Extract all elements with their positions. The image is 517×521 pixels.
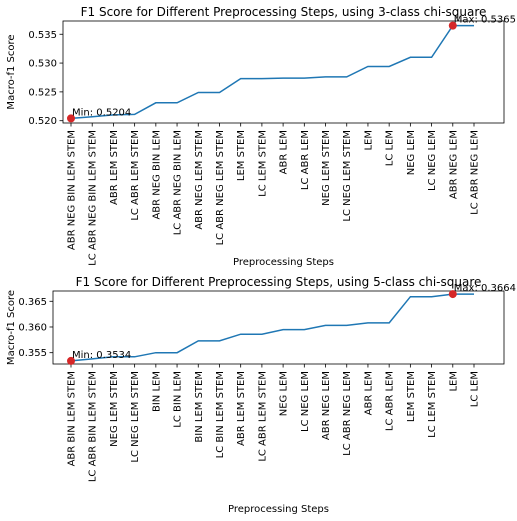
y-tick-label: 0.530 [28,59,57,70]
data-point [219,340,221,342]
x-tick-label: LC LEM [470,371,481,407]
x-tick-label: LC ABR BIN LEM STEM [88,371,99,482]
data-point [410,57,412,59]
data-point [261,333,263,335]
x-tick-label: ABR LEM [363,371,374,415]
data-point [134,356,136,358]
min-annotation: Min: 0.5204 [72,107,131,118]
data-point [388,322,390,324]
y-axis-label: Macro-f1 Score [6,290,17,365]
x-tick-label: LC NEG LEM STEM [130,371,141,463]
data-point [134,114,136,116]
x-tick-label: LC ABR NEG LEM [470,130,481,215]
x-tick-label: LC ABR LEM STEM [130,130,141,221]
data-point [410,296,412,298]
y-tick-label: 0.535 [28,30,57,41]
x-tick-label: ABR LEM STEM [236,371,247,446]
data-point [431,57,433,59]
x-tick-label: LC ABR LEM STEM [257,371,268,462]
data-point [346,76,348,78]
x-tick-label: ABR NEG BIN LEM [151,130,162,220]
data-point [346,325,348,327]
x-tick-label: ABR NEG LEM [448,130,459,199]
x-tick-label: ABR LEM [279,130,290,174]
x-tick-label: LC ABR NEG BIN LEM [173,130,184,235]
data-point [325,76,327,78]
x-tick-label: LC ABR LEM [385,371,396,431]
y-tick-label: 0.365 [18,297,47,308]
chart-title: F1 Score for Different Preprocessing Ste… [81,5,487,19]
x-tick-label: LEM [363,130,374,151]
y-tick-label: 0.520 [28,116,57,127]
x-tick-label: LC NEG LEM [427,130,438,191]
data-point [261,78,263,80]
data-point [388,66,390,68]
x-tick-label: ABR NEG LEM [321,371,332,440]
data-point [367,322,369,324]
data-point [282,329,284,331]
data-point [197,92,199,94]
series-line [71,26,474,119]
data-point [155,102,157,104]
data-point [197,340,199,342]
y-tick-label: 0.355 [18,348,47,359]
chart-title: F1 Score for Different Preprocessing Ste… [76,275,482,289]
x-tick-label: LC BIN LEM STEM [215,371,226,458]
data-point [155,352,157,354]
data-point [176,102,178,104]
data-point [304,77,306,79]
x-tick-label: LC ABR LEM [300,130,311,190]
x-axis-label: Preprocessing Steps [233,257,334,268]
x-tick-label: LC LEM STEM [427,371,438,438]
x-tick-label: LEM STEM [406,371,417,422]
x-tick-label: LC ABR NEG LEM [342,371,353,456]
y-tick-label: 0.360 [18,322,47,333]
max-annotation: Max: 0.3664 [454,283,516,294]
x-tick-label: LC NEG LEM [300,371,311,432]
data-point [219,92,221,94]
y-tick-label: 0.525 [28,87,57,98]
x-tick-label: LC LEM STEM [257,130,268,197]
x-tick-label: ABR BIN LEM STEM [67,371,78,466]
series-line [71,294,474,361]
x-tick-label: NEG LEM STEM [109,371,120,447]
x-tick-label: LEM STEM [236,130,247,181]
x-tick-label: ABR LEM STEM [109,130,120,205]
x-tick-label: BIN LEM [151,371,162,412]
x-tick-label: NEG LEM [279,371,290,416]
x-tick-label: LC ABR NEG BIN LEM STEM [88,130,99,266]
data-point [176,352,178,354]
x-tick-label: LC NEG LEM STEM [342,130,353,222]
x-tick-label: ABR NEG LEM STEM [194,130,205,230]
data-point [367,66,369,68]
x-tick-label: NEG LEM [406,130,417,175]
x-tick-label: LC LEM [385,130,396,166]
x-tick-label: LC BIN LEM [173,371,184,428]
x-tick-label: LC ABR NEG LEM STEM [215,130,226,245]
data-point [431,296,433,298]
data-point [304,329,306,331]
y-axis-label: Macro-f1 Score [6,34,17,109]
data-point [240,78,242,80]
data-point [325,325,327,327]
x-tick-label: ABR NEG BIN LEM STEM [67,130,78,250]
max-annotation: Max: 0.5365 [454,15,516,26]
min-annotation: Min: 0.3534 [72,350,131,361]
data-point [240,333,242,335]
x-tick-label: LEM [448,371,459,392]
x-tick-label: BIN LEM STEM [194,371,205,443]
x-tick-label: NEG LEM STEM [321,130,332,206]
x-axis-label: Preprocessing Steps [228,504,329,515]
data-point [282,77,284,79]
